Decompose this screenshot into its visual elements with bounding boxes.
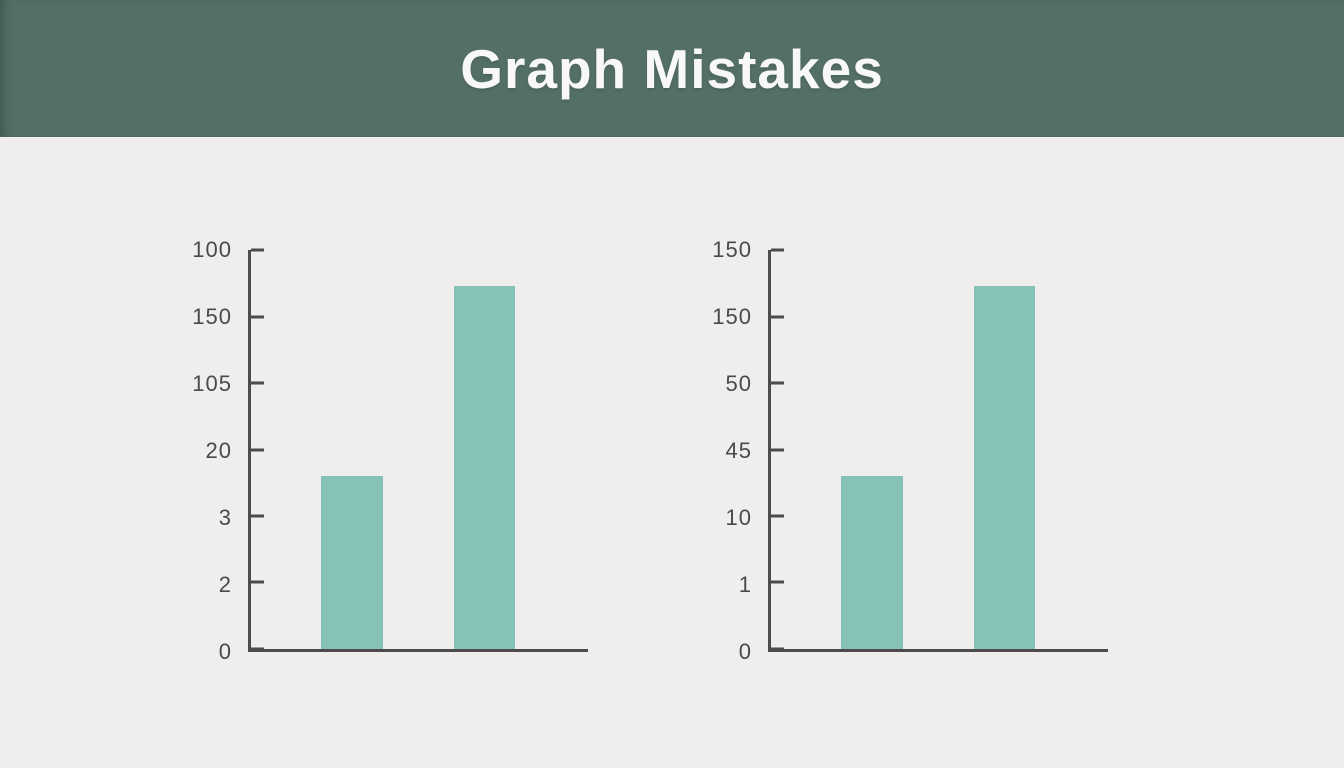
y-axis-tick bbox=[251, 315, 264, 318]
y-axis-tick bbox=[771, 248, 784, 252]
y-tick-label: 20 bbox=[205, 438, 232, 463]
y-axis-tick bbox=[771, 580, 784, 584]
y-axis-tick bbox=[771, 381, 784, 385]
left-chart: 100 150 105 20 3 2 0 bbox=[168, 237, 588, 664]
right-chart-y-axis-labels: 150 150 50 45 10 1 0 bbox=[688, 237, 752, 664]
y-tick-label: 0 bbox=[738, 639, 752, 664]
y-axis-tick bbox=[771, 448, 784, 451]
y-axis-tick bbox=[771, 514, 784, 518]
y-tick-label: 150 bbox=[712, 304, 752, 329]
y-tick-label: 0 bbox=[218, 639, 232, 664]
y-tick-label: 10 bbox=[725, 505, 752, 530]
bar bbox=[321, 476, 383, 649]
bar bbox=[841, 476, 903, 649]
header-banner: Graph Mistakes bbox=[0, 0, 1344, 137]
y-tick-label: 150 bbox=[712, 237, 752, 262]
bar bbox=[454, 285, 515, 649]
page-title: Graph Mistakes bbox=[460, 37, 884, 100]
y-axis-tick bbox=[251, 647, 264, 651]
plot-area bbox=[248, 248, 588, 652]
y-axis-tick bbox=[251, 580, 264, 584]
y-tick-label: 100 bbox=[192, 237, 232, 262]
y-tick-label: 3 bbox=[218, 505, 232, 530]
plot-area bbox=[768, 248, 1108, 652]
y-tick-label: 150 bbox=[192, 304, 232, 329]
y-axis-tick bbox=[251, 448, 264, 451]
bar bbox=[974, 285, 1035, 649]
y-axis-tick bbox=[251, 381, 264, 385]
y-axis-tick bbox=[771, 315, 784, 318]
y-axis-tick bbox=[251, 248, 264, 252]
y-tick-label: 1 bbox=[738, 571, 752, 597]
y-tick-label: 45 bbox=[725, 438, 752, 463]
y-tick-label: 2 bbox=[218, 571, 232, 597]
y-axis-tick bbox=[771, 647, 784, 651]
y-tick-label: 50 bbox=[725, 370, 752, 396]
left-chart-y-axis-labels: 100 150 105 20 3 2 0 bbox=[168, 237, 232, 664]
y-axis-tick bbox=[251, 514, 264, 518]
right-chart: 150 150 50 45 10 1 0 bbox=[688, 237, 1108, 664]
y-tick-label: 105 bbox=[192, 370, 232, 396]
